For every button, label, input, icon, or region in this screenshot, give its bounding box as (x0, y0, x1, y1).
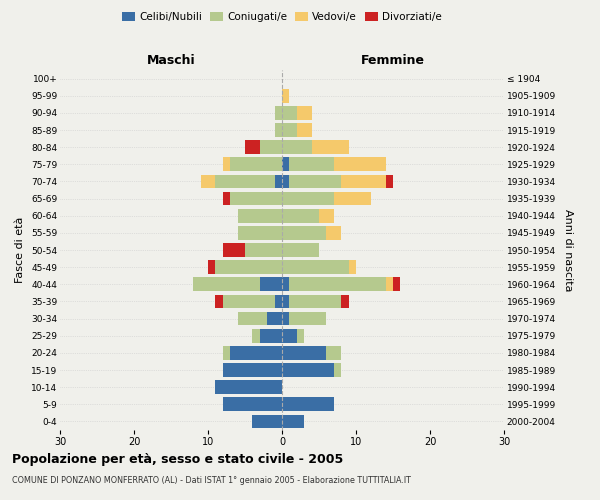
Y-axis label: Anni di nascita: Anni di nascita (563, 209, 572, 291)
Bar (297, 123, 311, 137)
Bar (319, 209, 334, 222)
Bar (341, 174, 386, 188)
Bar (386, 174, 393, 188)
Bar (282, 123, 297, 137)
Bar (289, 174, 341, 188)
Bar (275, 106, 282, 120)
Bar (200, 174, 215, 188)
Bar (275, 294, 282, 308)
Bar (282, 414, 304, 428)
Bar (282, 312, 289, 326)
Bar (282, 158, 289, 171)
Bar (289, 312, 326, 326)
Bar (230, 158, 282, 171)
Bar (282, 398, 334, 411)
Bar (223, 192, 230, 205)
Y-axis label: Fasce di età: Fasce di età (16, 217, 25, 283)
Bar (282, 294, 289, 308)
Text: Maschi: Maschi (146, 54, 196, 66)
Bar (386, 278, 393, 291)
Bar (282, 106, 297, 120)
Bar (289, 294, 341, 308)
Bar (334, 192, 371, 205)
Bar (282, 260, 349, 274)
Bar (349, 260, 356, 274)
Bar (297, 106, 311, 120)
Bar (230, 346, 282, 360)
Bar (282, 243, 319, 257)
Text: Popolazione per età, sesso e stato civile - 2005: Popolazione per età, sesso e stato civil… (12, 452, 343, 466)
Bar (223, 243, 245, 257)
Bar (223, 363, 282, 377)
Bar (193, 278, 260, 291)
Bar (282, 89, 289, 102)
Bar (334, 363, 341, 377)
Text: Femmine: Femmine (361, 54, 425, 66)
Bar (326, 226, 341, 239)
Bar (208, 260, 215, 274)
Bar (334, 158, 386, 171)
Bar (238, 209, 282, 222)
Bar (282, 329, 297, 342)
Text: COMUNE DI PONZANO MONFERRATO (AL) - Dati ISTAT 1° gennaio 2005 - Elaborazione TU: COMUNE DI PONZANO MONFERRATO (AL) - Dati… (12, 476, 411, 485)
Bar (275, 174, 282, 188)
Bar (253, 414, 282, 428)
Bar (253, 329, 260, 342)
Bar (289, 278, 386, 291)
Bar (215, 380, 282, 394)
Bar (289, 158, 334, 171)
Bar (260, 140, 282, 154)
Bar (282, 209, 319, 222)
Bar (223, 346, 230, 360)
Bar (326, 346, 341, 360)
Bar (282, 278, 289, 291)
Bar (238, 312, 267, 326)
Bar (282, 226, 326, 239)
Bar (282, 363, 334, 377)
Bar (245, 243, 282, 257)
Bar (341, 294, 349, 308)
Bar (297, 329, 304, 342)
Bar (267, 312, 282, 326)
Bar (215, 174, 275, 188)
Bar (393, 278, 400, 291)
Bar (311, 140, 349, 154)
Bar (245, 140, 260, 154)
Bar (215, 294, 223, 308)
Bar (238, 226, 282, 239)
Bar (282, 192, 334, 205)
Bar (275, 123, 282, 137)
Bar (282, 174, 289, 188)
Bar (230, 192, 282, 205)
Bar (215, 260, 282, 274)
Bar (282, 346, 326, 360)
Bar (223, 294, 275, 308)
Bar (282, 140, 311, 154)
Bar (223, 158, 230, 171)
Bar (260, 278, 282, 291)
Bar (223, 398, 282, 411)
Bar (260, 329, 282, 342)
Legend: Celibi/Nubili, Coniugati/e, Vedovi/e, Divorziati/e: Celibi/Nubili, Coniugati/e, Vedovi/e, Di… (118, 8, 446, 26)
